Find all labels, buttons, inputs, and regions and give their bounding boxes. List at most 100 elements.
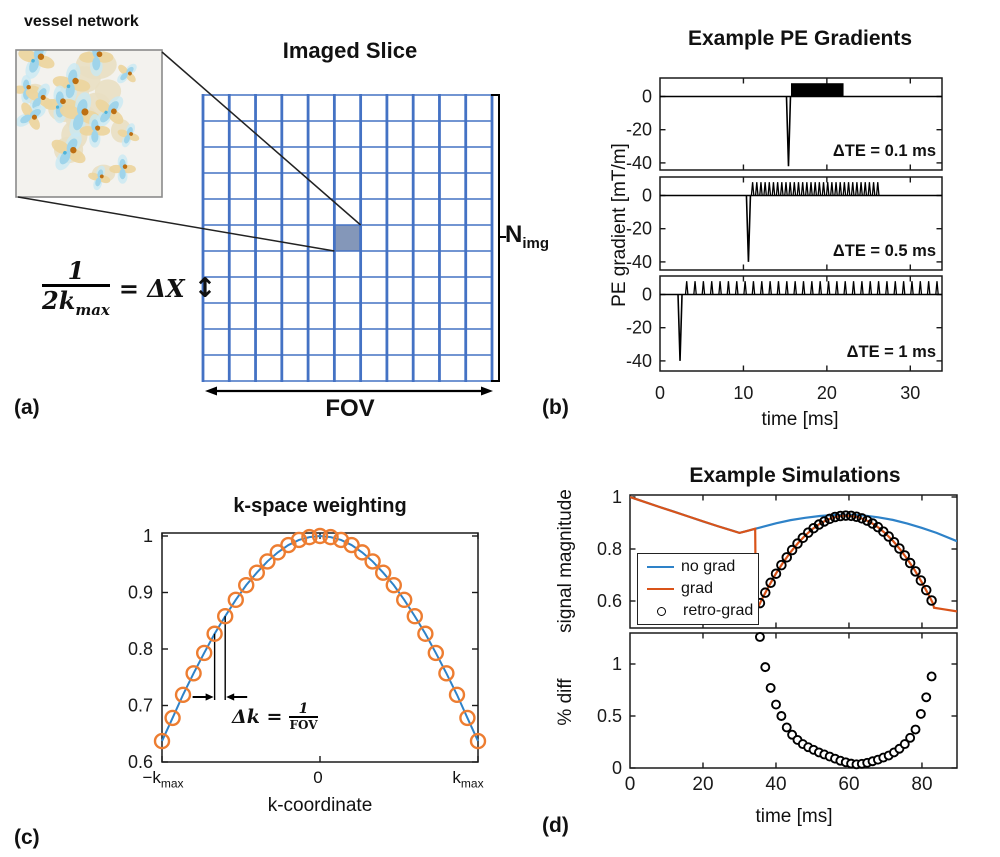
kspace-sample-marker: [238, 576, 255, 594]
pct-diff-marker: [760, 662, 771, 673]
kspace-sample-marker: [375, 564, 392, 581]
pct-diff-marker: [776, 711, 787, 721]
legend-row-grad: grad: [638, 580, 758, 598]
kspace-sample-marker: [227, 591, 244, 609]
kspace-sample-marker: [459, 709, 476, 727]
retro-grad-marker: [910, 566, 921, 577]
equation-denominator-sub: max: [75, 300, 110, 319]
retro-grad-marker: [920, 584, 932, 596]
dte-annotation-1: ΔTE = 0.1 ms: [832, 142, 936, 160]
kspace-sample-marker: [206, 625, 223, 642]
pct-diff-marker: [765, 682, 776, 693]
pe-gradients-plot: 0-20-400-20-400-20-400 10 20 30: [626, 77, 943, 403]
legend-circle-retro-grad: [657, 606, 666, 616]
xtick-neg-kmax: −kmax: [128, 768, 198, 790]
vessel-network-label: vessel network: [24, 13, 139, 30]
kspace-sample-marker: [195, 644, 213, 662]
kspace-sample-marker: [185, 665, 202, 682]
n-img-base: N: [505, 221, 523, 248]
sim-xtick-label: 60: [838, 774, 859, 795]
kspace-sample-marker: [216, 608, 234, 625]
fov-arrowhead-right: [481, 386, 493, 396]
pct-diff-marker: [915, 708, 926, 719]
n-img-bracket: [491, 94, 506, 382]
legend-row-retro-grad: retro-grad: [638, 602, 758, 620]
panel-b-xlabel: time [ms]: [761, 409, 839, 430]
kspace-sample-marker: [385, 576, 402, 594]
pe-ytick-label: 0: [642, 186, 652, 206]
delta-k-num: 1: [289, 702, 318, 718]
sim-xtick-label: 20: [692, 774, 713, 795]
equation-denominator-base: 2k: [42, 286, 76, 316]
resolution-equation: 1 2kmax = ΔX ↕: [42, 258, 216, 319]
vessel-network-inset: [16, 50, 162, 197]
kspace-sample-marker: [174, 686, 192, 703]
sim-xtick-label: 40: [765, 774, 786, 795]
retro-grad-marker: [840, 510, 852, 521]
kspace-weighting-plot: 1 0.9 0.8 0.7 0.6: [128, 526, 487, 772]
panel-a-title: Imaged Slice: [282, 38, 418, 63]
retro-grad-marker: [781, 552, 792, 563]
retro-grad-marker: [926, 595, 937, 606]
sim-ytick-label: 0.6: [597, 591, 622, 611]
pe-xtick-label: 20: [817, 383, 837, 403]
retro-grad-marker: [797, 532, 809, 544]
equation-rhs: = ΔX: [118, 273, 185, 303]
delta-k-fraction: 1 FOV: [289, 702, 318, 732]
vessel-dipole: [109, 154, 136, 184]
retro-grad-marker: [915, 575, 927, 586]
pe-ytick-label: 0: [642, 87, 652, 107]
n-img-sub: img: [522, 234, 550, 252]
kspace-sample-marker: [153, 732, 171, 750]
xtick-kmax-sub: max: [460, 776, 484, 791]
vessel-dipole: [88, 165, 111, 191]
legend-label-retro-grad: retro-grad: [683, 602, 754, 619]
delta-k-annotation: Δk = 1 FOV: [232, 702, 318, 731]
sim-ytick-label: 1: [612, 487, 622, 507]
delta-k-den: FOV: [289, 718, 318, 732]
vessel-dipole: [51, 132, 86, 171]
panel-b-title: Example PE Gradients: [687, 27, 913, 50]
fov-arrowhead-left: [205, 386, 217, 396]
kspace-sample-marker: [290, 531, 308, 549]
sim-ytick-label: 1: [612, 654, 622, 674]
kspace-sample-marker: [311, 527, 329, 545]
pct-diff-marker: [781, 722, 792, 733]
kspace-sample-marker: [353, 544, 371, 561]
equation-fraction: 1 2kmax: [42, 258, 110, 319]
vessel-dipole: [79, 50, 114, 77]
kspace-ytick-label: 0.9: [128, 583, 153, 603]
imaged-slice-grid: [201, 94, 494, 382]
sim-xtick-label: 80: [911, 774, 932, 795]
kspace-sample-marker: [322, 528, 339, 546]
sim-ytick-label: 0.8: [597, 539, 622, 559]
panel-d-title: Example Simulations: [689, 464, 901, 487]
vessel-dipole: [117, 123, 140, 148]
inset-border: [15, 49, 163, 198]
pct-diff-marker: [921, 692, 932, 703]
pct-diff-marker: [926, 671, 937, 682]
retro-grad-marker: [760, 587, 771, 598]
retro-grad-marker: [894, 543, 905, 554]
panel-c-xlabel: k-coordinate: [267, 795, 373, 816]
sim-xtick-label: 0: [625, 774, 636, 795]
vessel-dipole: [95, 96, 124, 128]
retro-grad-marker: [899, 550, 911, 561]
updown-arrow-icon: ↕: [193, 272, 217, 304]
pct-diff-marker: [899, 739, 910, 750]
legend-line-grad: [647, 588, 674, 590]
retro-grad-marker: [861, 515, 873, 526]
kspace-sample-marker: [469, 732, 487, 750]
panel-label-d: (d): [542, 814, 569, 837]
retro-grad-marker: [813, 519, 825, 530]
vessel-dipole: [16, 102, 46, 130]
retro-grad-marker: [883, 531, 894, 542]
highlighted-voxel: [334, 225, 361, 251]
sim-ytick-label: 0.5: [597, 706, 622, 726]
kspace-sample-marker: [438, 665, 455, 682]
vessel-dipole: [18, 50, 55, 79]
pct-diff-marker: [910, 724, 921, 735]
xtick-neg-kmax-base: −k: [142, 768, 161, 787]
